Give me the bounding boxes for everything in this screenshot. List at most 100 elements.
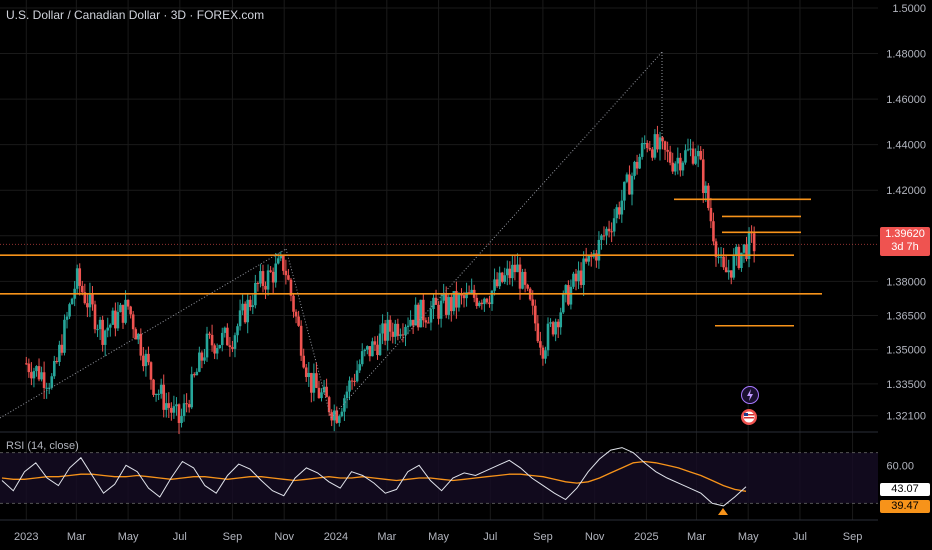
candle-body <box>561 292 565 313</box>
candle-body <box>42 372 46 388</box>
candle-body <box>131 314 135 330</box>
candle-body <box>477 302 481 306</box>
candle-body <box>526 284 529 289</box>
candle-body <box>595 253 598 261</box>
candle-body <box>396 323 400 336</box>
y-tick-label: 1.32100 <box>886 411 926 423</box>
candle-body <box>297 316 300 326</box>
candle-body <box>246 299 250 323</box>
candle-body <box>630 175 634 195</box>
candle-body <box>450 297 453 312</box>
candle-body <box>536 323 540 342</box>
candle-body <box>203 357 206 361</box>
rsi-band <box>0 452 878 504</box>
candle-body <box>584 258 588 262</box>
candle-body <box>513 264 517 273</box>
candle-body <box>722 256 725 268</box>
candle-body <box>589 255 593 257</box>
candle-body <box>656 134 659 150</box>
candle-body <box>243 303 247 323</box>
candle-body <box>348 380 351 392</box>
candle-body <box>317 387 321 399</box>
candle-body <box>371 341 374 357</box>
x-tick-label: 2024 <box>324 531 348 543</box>
countdown-value: 3d 7h <box>891 241 919 253</box>
candle-body <box>307 372 311 378</box>
candle-body <box>742 244 746 253</box>
candle-body <box>691 148 695 164</box>
candle-body <box>236 326 239 336</box>
candle-body <box>162 384 166 410</box>
candle-body <box>531 299 535 306</box>
candle-body <box>409 319 412 326</box>
candle-body <box>47 387 51 389</box>
candle-body <box>602 235 606 237</box>
x-tick-label: 2025 <box>634 531 658 543</box>
candle-body <box>406 325 410 328</box>
candle-body <box>251 305 255 308</box>
candle-body <box>330 412 333 421</box>
candle-body <box>383 323 387 341</box>
us-flag-event-icon[interactable] <box>741 409 757 425</box>
candle-body <box>142 355 145 367</box>
candle-body <box>304 367 308 378</box>
candle-body <box>643 143 647 145</box>
trend-line <box>330 51 663 419</box>
candle-body <box>134 329 138 340</box>
candle-body <box>615 207 619 219</box>
candle-body <box>419 299 423 328</box>
candle-body <box>648 148 652 150</box>
candle-body <box>241 303 244 311</box>
candle-body <box>452 291 456 312</box>
candle-body <box>322 386 326 393</box>
rsi-ma-badge: 39.47 <box>880 500 930 513</box>
candle-body <box>701 159 705 194</box>
candle-body <box>617 207 621 215</box>
candle-body <box>727 270 730 273</box>
candle-body <box>378 333 382 356</box>
candle-body <box>444 294 448 315</box>
candle-body <box>432 297 435 309</box>
candle-body <box>752 233 756 252</box>
candle-body <box>569 286 573 305</box>
lightning-event-icon[interactable] <box>741 386 759 404</box>
y-tick-label: 1.42000 <box>886 185 926 197</box>
candle-body <box>287 275 290 280</box>
candle-body <box>437 304 440 319</box>
last-price-badge[interactable]: 1.39620 3d 7h <box>880 227 930 256</box>
candle-body <box>198 352 201 372</box>
candle-body <box>696 150 700 157</box>
x-tick-label: May <box>428 531 449 543</box>
candle-body <box>119 304 122 313</box>
candle-body <box>518 264 522 289</box>
trend-line <box>285 248 332 419</box>
rsi-ma-line <box>1 460 747 492</box>
candle-body <box>70 298 74 305</box>
candle-body <box>80 285 84 293</box>
candle-body <box>523 271 527 285</box>
candle-body <box>516 264 519 273</box>
candle-body <box>564 285 568 293</box>
candle-body <box>635 161 639 169</box>
candle-body <box>180 416 183 423</box>
candle-body <box>498 272 501 287</box>
candle-body <box>96 329 99 331</box>
candle-body <box>605 228 608 236</box>
candle-body <box>699 150 703 160</box>
candle-body <box>467 292 471 294</box>
candle-body <box>376 344 379 356</box>
candle-body <box>719 256 723 258</box>
candle-body <box>210 334 214 346</box>
candle-body <box>340 411 344 417</box>
y-tick-label: 1.48000 <box>886 49 926 61</box>
candle-body <box>63 319 66 353</box>
candle-body <box>539 341 542 348</box>
candle-body <box>551 322 555 335</box>
candle-body <box>172 406 176 413</box>
candle-body <box>358 364 361 371</box>
candle-body <box>676 157 680 164</box>
candle-body <box>679 157 682 171</box>
candle-body <box>350 380 354 382</box>
